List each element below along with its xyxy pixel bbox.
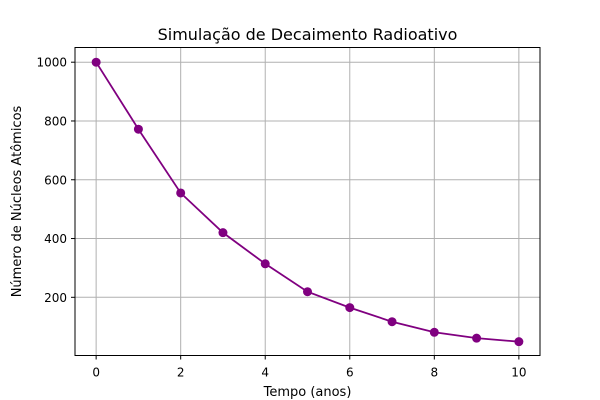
- data-point: [218, 228, 228, 238]
- data-point: [345, 303, 355, 313]
- y-axis-label: Número de Núcleos Atômicos: [10, 105, 25, 297]
- data-point: [303, 287, 312, 297]
- y-tick-label: 600: [44, 173, 67, 187]
- series-line: [95, 61, 519, 343]
- y-tick-label: 1000: [36, 56, 67, 70]
- y-tick-label: 200: [44, 291, 67, 305]
- x-tick-label: 6: [346, 366, 354, 380]
- x-tick-label: 8: [430, 366, 438, 380]
- x-tick-label: 2: [177, 366, 185, 380]
- data-point: [260, 259, 270, 269]
- y-tick-label: 800: [44, 114, 67, 128]
- data-point: [91, 57, 101, 67]
- data-point: [429, 327, 439, 337]
- series-layer: [95, 61, 519, 343]
- plot-frame: [74, 47, 541, 356]
- chart-title: Simulação de Decaimento Radioativo: [158, 25, 458, 44]
- y-tick-label: 400: [44, 232, 67, 246]
- x-tick-label: 4: [261, 366, 269, 380]
- x-axis-ticks: 0 2 4 6 8 10: [92, 355, 527, 380]
- x-tick-label: 0: [92, 366, 100, 380]
- data-point: [514, 337, 524, 347]
- data-point: [472, 333, 482, 343]
- x-tick-label: 10: [511, 366, 526, 380]
- data-points: [91, 57, 524, 347]
- data-point: [176, 188, 186, 198]
- grid: [75, 47, 540, 356]
- data-point: [387, 317, 397, 327]
- x-axis-label: Tempo (anos): [263, 385, 352, 400]
- data-point: [133, 124, 143, 134]
- y-axis-ticks: 200 400 600 800 1000: [36, 56, 75, 305]
